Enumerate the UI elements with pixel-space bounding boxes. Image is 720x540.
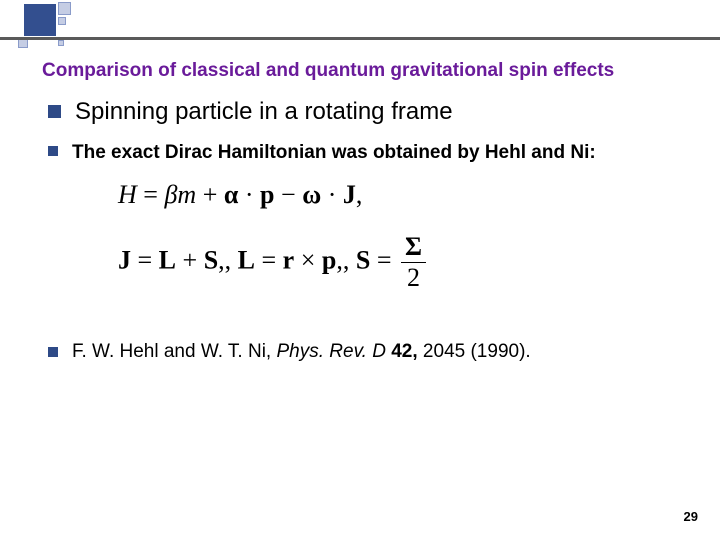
sym-S2: S — [356, 245, 370, 274]
reference-text: F. W. Hehl and W. T. Ni, Phys. Rev. D 42… — [72, 341, 531, 363]
square-bullet-icon — [48, 105, 61, 118]
ref-rest: 2045 (1990). — [418, 341, 531, 362]
sym-m: m — [177, 180, 196, 209]
bullet-main-text: Spinning particle in a rotating frame — [75, 98, 453, 126]
slide-title: Comparison of classical and quantum grav… — [42, 60, 614, 82]
sym-J2: J — [118, 245, 131, 274]
corner-decoration — [0, 0, 120, 55]
content-area: Spinning particle in a rotating frame Th… — [48, 98, 668, 377]
top-divider-bar — [0, 37, 720, 40]
sym-eq3: = — [255, 245, 283, 274]
fraction-sigma-2: Σ2 — [401, 234, 426, 291]
equation-block: H = βm + α · p − ω · J, J = L + S,, L = … — [118, 180, 668, 291]
frac-den: 2 — [401, 263, 426, 291]
bullet-sub1-row: The exact Dirac Hamiltonian was obtained… — [48, 140, 668, 166]
deco-small-square-1 — [58, 2, 71, 15]
ref-volume: 42, — [391, 341, 417, 362]
sym-alpha: α — [224, 180, 239, 209]
sym-dot1: · — [238, 180, 260, 209]
sym-L2: L — [238, 245, 255, 274]
sym-eq: = — [137, 180, 165, 209]
ref-journal: Phys. Rev. D — [277, 341, 392, 362]
bullet-main-row: Spinning particle in a rotating frame — [48, 98, 668, 126]
sym-eq2: = — [131, 245, 159, 274]
sym-plus: + — [196, 180, 224, 209]
ref-authors: F. W. Hehl and W. T. Ni, — [72, 341, 277, 362]
sep1: , — [225, 245, 238, 274]
sep2: , — [343, 245, 356, 274]
sym-omega: ω — [302, 180, 321, 209]
bullet-ref-row: F. W. Hehl and W. T. Ni, Phys. Rev. D 42… — [48, 341, 668, 363]
sym-plus2: + — [176, 245, 204, 274]
sym-cross: × — [294, 245, 322, 274]
deco-big-square — [24, 4, 56, 36]
sym-H: H — [118, 180, 137, 209]
sym-r: r — [283, 245, 295, 274]
sym-J: J — [343, 180, 356, 209]
deco-small-square-4 — [58, 40, 64, 46]
sym-beta: β — [164, 180, 177, 209]
frac-num: Σ — [401, 234, 426, 263]
square-bullet-icon — [48, 146, 58, 156]
page-number: 29 — [684, 509, 698, 524]
bullet-sub1-text: The exact Dirac Hamiltonian was obtained… — [72, 140, 596, 166]
square-bullet-icon — [48, 347, 58, 357]
sym-L: L — [159, 245, 176, 274]
sym-p: p — [260, 180, 274, 209]
equation-definitions: J = L + S,, L = r × p,, S = Σ2 — [118, 234, 668, 291]
sym-minus: − — [275, 180, 303, 209]
sym-p2: p — [322, 245, 336, 274]
deco-small-square-2 — [58, 17, 66, 25]
sym-dot2: · — [321, 180, 343, 209]
sym-comma1: , — [356, 180, 363, 209]
equation-hamiltonian: H = βm + α · p − ω · J, — [118, 180, 668, 210]
sym-S: S — [204, 245, 218, 274]
sym-eq4: = — [370, 245, 398, 274]
